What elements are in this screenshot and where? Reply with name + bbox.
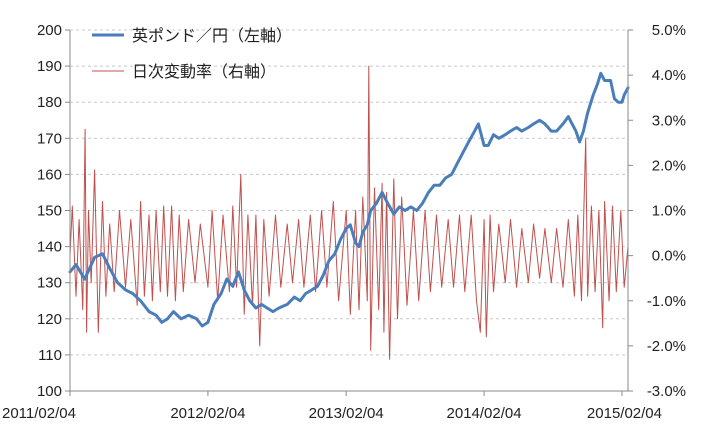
series-group (68, 65, 630, 360)
x-axis-tick-label: 2012/02/04 (170, 405, 245, 422)
right-axis-tick-label: 5.0% (652, 22, 686, 39)
left-axis-tick-label: 110 (38, 347, 62, 364)
right-axis-tick-label: 2.0% (652, 157, 686, 174)
x-axis-tick-label: 2014/02/04 (447, 405, 522, 422)
series-line-1 (69, 65, 629, 360)
right-axis-tick-label: 1.0% (652, 203, 686, 220)
legend: 英ポンド／円（左軸） 日次変動率（右軸） (92, 26, 292, 81)
series-line-0 (68, 71, 630, 328)
x-axis-tick-label: 2015/02/04 (587, 405, 662, 422)
legend-label-series-1: 日次変動率（右軸） (132, 62, 276, 81)
right-axis-tick-label: 4.0% (652, 67, 686, 84)
left-axis-tick-label: 170 (37, 130, 62, 147)
gridlines (70, 29, 628, 356)
right-axis-tick-label: 0.0% (652, 248, 686, 265)
right-axis-tick-label: -2.0% (647, 338, 686, 355)
left-axis-tick-label: 200 (37, 22, 62, 39)
legend-label-series-0: 英ポンド／円（左軸） (132, 26, 292, 45)
left-axis-tick-label: 180 (37, 94, 62, 111)
left-axis-tick-label: 150 (37, 203, 62, 220)
right-axis-tick-label: -1.0% (647, 293, 686, 310)
left-axis-tick-label: 130 (37, 275, 62, 292)
left-axis-tick-label: 140 (37, 239, 62, 256)
right-axis-tick-label: 3.0% (652, 112, 686, 129)
right-axis-tick-label: -3.0% (647, 383, 686, 400)
left-axis-tick-label: 160 (37, 166, 62, 183)
x-axis-tick-label: 2013/02/04 (309, 405, 384, 422)
axis-ticks: 100 110 120 130 140 150 160 170 180 190 200 -3.0% -2… (2, 22, 686, 422)
left-axis-tick-label: 100 (37, 383, 62, 400)
left-axis-tick-label: 190 (37, 58, 62, 75)
x-axis-tick-label: 2011/02/04 (2, 405, 76, 422)
left-axis-tick-label: 120 (37, 311, 62, 328)
